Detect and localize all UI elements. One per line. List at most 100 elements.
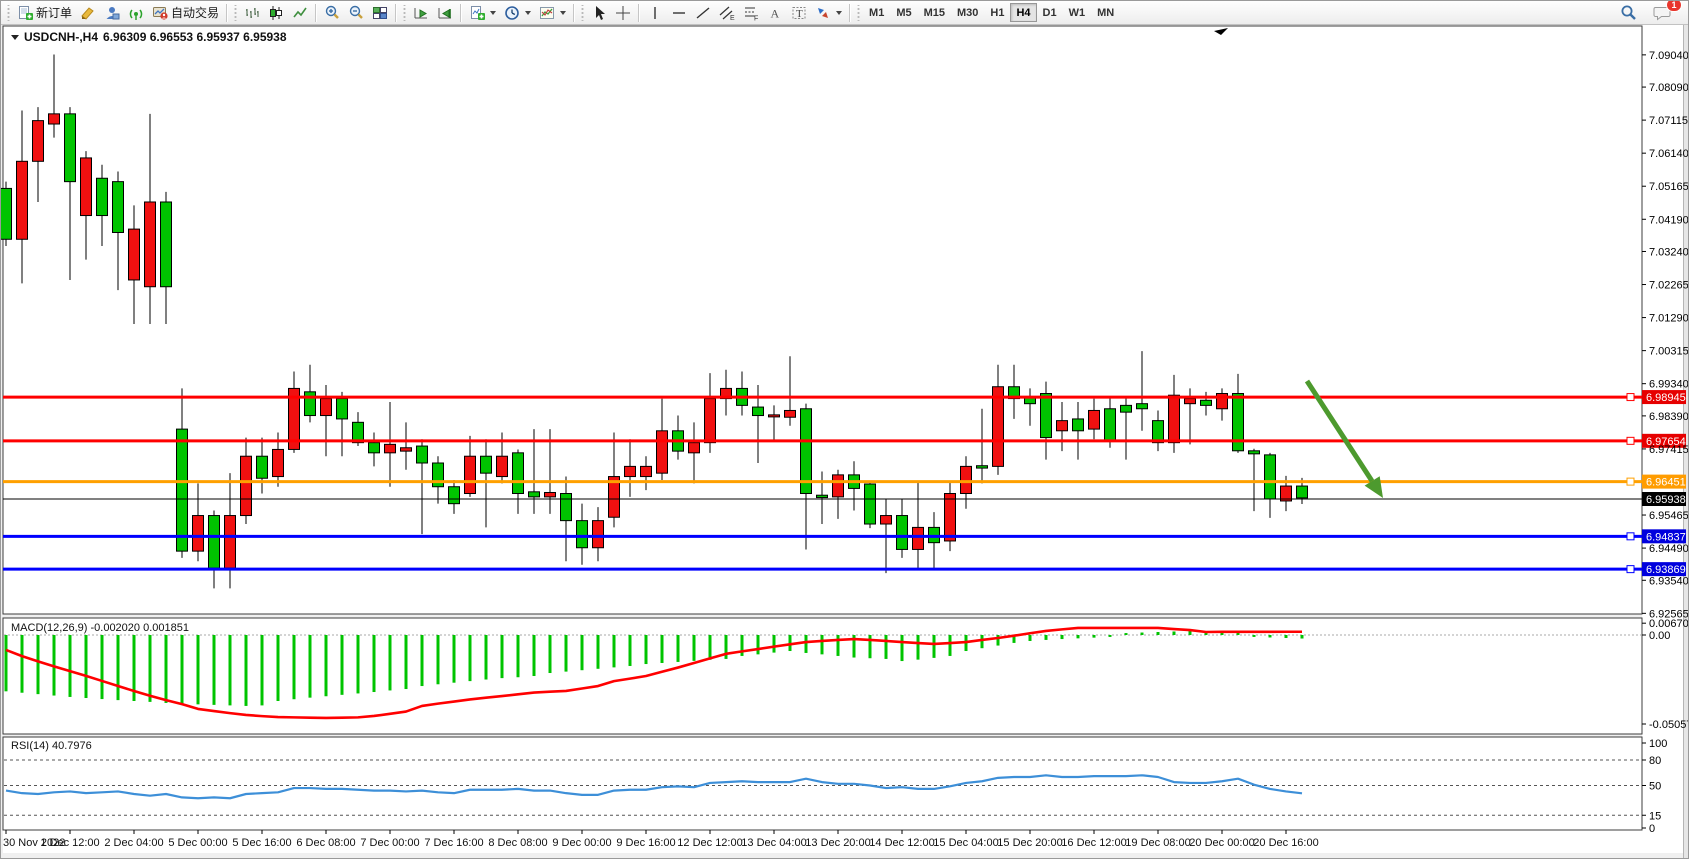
main-price-panel[interactable] — [2, 25, 1643, 615]
community-button[interactable] — [100, 3, 124, 23]
candle-body — [144, 201, 156, 288]
one-click-collapse-icon[interactable] — [11, 34, 19, 40]
macd-histogram-bar — [628, 635, 632, 666]
indicators-button[interactable] — [465, 3, 500, 23]
svg-text:F: F — [754, 15, 758, 21]
toolbar-grip[interactable] — [580, 4, 586, 21]
line-chart-button[interactable] — [288, 3, 312, 23]
cursor-tool-button[interactable] — [587, 3, 611, 23]
line-handle[interactable] — [1626, 393, 1635, 402]
autotrading-icon — [152, 5, 168, 21]
time-axis-label: 9 Dec 00:00 — [552, 837, 611, 849]
auto-scroll-button[interactable] — [409, 3, 433, 23]
rsi-panel[interactable] — [2, 736, 1643, 831]
candle-body — [64, 113, 76, 183]
templates-icon — [539, 5, 555, 21]
macd-histogram-bar — [1060, 635, 1064, 640]
fibonacci-tool-button[interactable]: F — [739, 3, 763, 23]
time-axis-label: 7 Dec 16:00 — [424, 837, 483, 849]
horizontal-line-tool-button[interactable] — [667, 3, 691, 23]
line-handle[interactable] — [1626, 436, 1635, 445]
toolbar-grip[interactable] — [402, 4, 408, 21]
macd-histogram-bar — [1012, 635, 1016, 643]
chat-button[interactable]: 1 — [1649, 1, 1682, 23]
candle-body — [832, 474, 844, 498]
line-handle[interactable] — [1626, 565, 1635, 574]
toolbar-grip[interactable] — [856, 4, 862, 21]
templates-button[interactable] — [535, 3, 570, 23]
symbol-period-label: USDCNH-,H4 — [24, 30, 99, 44]
hlines-layer: 6.98945 6.97654 6.96451 6.94837 6.93869 6.959… — [3, 390, 1686, 577]
timeframe-m15[interactable]: M15 — [918, 3, 951, 22]
timeframe-m30[interactable]: M30 — [951, 3, 984, 22]
macd-histogram-bar — [996, 635, 1000, 646]
channel-tool-button[interactable]: E — [715, 3, 739, 23]
trendline-tool-button[interactable] — [691, 3, 715, 23]
price-tag — [1642, 433, 1686, 448]
timeframe-d1[interactable]: D1 — [1037, 3, 1063, 22]
tile-windows-button[interactable] — [368, 3, 392, 23]
toolbar-grip[interactable] — [6, 4, 11, 21]
macd-histogram-bar — [1092, 635, 1096, 638]
line-handle[interactable] — [1626, 532, 1635, 541]
trend-arrow-shaft[interactable] — [1304, 379, 1375, 483]
macd-histogram-bar — [164, 635, 168, 703]
rsi-axis-label: 50 — [1649, 781, 1661, 793]
candle-body — [704, 398, 716, 444]
timeframe-m5[interactable]: M5 — [890, 3, 917, 22]
macd-values: -0.002020 0.001851 — [90, 622, 189, 634]
periods-button[interactable] — [500, 3, 535, 23]
arrows-tool-button[interactable] — [811, 3, 846, 23]
candle-body — [1088, 409, 1100, 430]
periods-dropdown-caret — [525, 10, 532, 15]
trend-arrow-head[interactable] — [1364, 476, 1383, 498]
trendline-icon — [695, 5, 711, 21]
time-axis-gutter[interactable] — [3, 830, 1642, 853]
autotrading-button[interactable]: 自动交易 — [148, 3, 223, 23]
zoom-out-button[interactable] — [344, 3, 368, 23]
crosshair-icon — [615, 5, 631, 21]
chart-canvas[interactable]: 6.98945 6.97654 6.96451 6.94837 6.93869 6.959… — [1, 25, 1689, 859]
annotations-layer — [1214, 28, 1383, 498]
text-label-tool-button[interactable]: T — [787, 3, 811, 23]
search-button[interactable] — [1616, 3, 1641, 23]
bar-chart-button[interactable] — [240, 3, 264, 23]
editor-button[interactable] — [76, 3, 100, 23]
price-axis-label: 7.01290 — [1649, 313, 1689, 325]
crosshair-tool-button[interactable] — [611, 3, 635, 23]
candle-body — [304, 391, 316, 417]
timeframe-mn[interactable]: MN — [1091, 3, 1120, 22]
macd-histogram-bar — [36, 635, 40, 695]
zoom-in-button[interactable] — [320, 3, 344, 23]
new-order-button[interactable]: 新订单 — [13, 3, 76, 23]
chart-area[interactable]: 6.98945 6.97654 6.96451 6.94837 6.93869 6.959… — [1, 25, 1689, 859]
candlestick-chart-button[interactable] — [264, 3, 288, 23]
toolbar-grip[interactable] — [233, 4, 239, 21]
chart-symbol-title[interactable]: USDCNH-,H4 6.96309 6.96553 6.95937 6.959… — [11, 30, 287, 44]
candle-body — [448, 486, 460, 505]
price-axis-label: 6.98390 — [1649, 411, 1689, 423]
macd-histogram-bar — [884, 635, 888, 659]
candle-body — [432, 462, 444, 488]
signals-button[interactable] — [124, 3, 148, 23]
price-axis[interactable]: 7.09040 7.08090 7.07115 7.06140 7.05165 7.041… — [1642, 50, 1689, 835]
timeframe-h4[interactable]: H4 — [1010, 3, 1037, 23]
timeframe-h1[interactable]: H1 — [984, 3, 1010, 22]
timeframe-w1[interactable]: W1 — [1063, 3, 1092, 22]
candle-body — [1136, 403, 1148, 410]
macd-histogram-bar — [228, 635, 232, 706]
line-handle[interactable] — [1626, 477, 1635, 486]
chart-shift-button[interactable] — [433, 3, 457, 23]
price-axis-label: 7.02265 — [1649, 280, 1689, 292]
macd-histogram-bar — [564, 635, 568, 672]
indicators-dropdown-caret — [490, 10, 497, 15]
timeframe-m1[interactable]: M1 — [863, 3, 890, 22]
text-tool-button[interactable]: A — [763, 3, 787, 23]
vertical-line-tool-button[interactable] — [643, 3, 667, 23]
line-chart-icon — [292, 5, 308, 21]
macd-histogram-bar — [1300, 635, 1304, 639]
ohlc-readout: 6.96309 6.96553 6.95937 6.95938 — [103, 30, 287, 44]
macd-histogram-bar — [980, 635, 984, 649]
macd-histogram-bar — [292, 635, 296, 700]
